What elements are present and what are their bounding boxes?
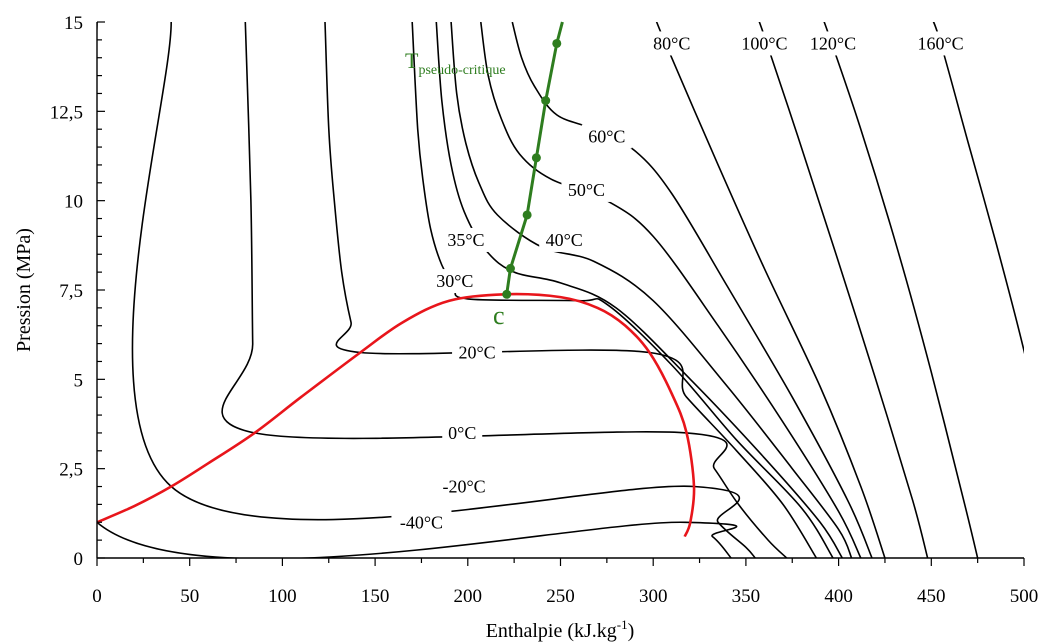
isotherm-label: -20°C	[442, 477, 485, 497]
x-tick-label: 350	[732, 586, 761, 607]
pseudo-critical-point-1	[505, 264, 515, 274]
x-tick-label: 300	[639, 586, 668, 607]
isotherm-160c-line	[932, 22, 1024, 355]
isotherm-minus40c-line	[97, 22, 738, 558]
isotherm-label: 60°C	[588, 126, 625, 146]
isotherm-label: 30°C	[436, 271, 473, 291]
y-axis-title: Pression (MPa)	[13, 228, 35, 352]
pseudo-critical-group	[502, 21, 564, 299]
y-tick-label: 2,5	[59, 460, 83, 481]
pseudo-critical-point-3	[531, 153, 541, 163]
isotherm-35c-line	[435, 22, 843, 558]
x-tick-label: 50	[180, 586, 199, 607]
isotherm-label-bg	[452, 340, 503, 365]
saturation-curve	[97, 292, 696, 538]
isotherm-label: 20°C	[458, 343, 495, 363]
x-tick-label: 450	[917, 586, 946, 607]
pseudo-critical-point-4	[541, 96, 551, 106]
isotherm-label: 80°C	[653, 33, 690, 53]
critical-point-label: c	[493, 301, 505, 330]
x-tick-label: 0	[92, 586, 102, 607]
x-tick-label: 150	[361, 586, 390, 607]
y-tick-label: 7,5	[59, 281, 83, 302]
pseudo-critical-point-5	[552, 38, 562, 48]
isotherm-60c-line	[511, 22, 873, 558]
isotherm-20c-line	[324, 22, 818, 558]
isotherm-label: 50°C	[568, 180, 605, 200]
x-axis-title: Enthalpie (kJ.kg-1)	[486, 617, 635, 642]
x-tick-label: 500	[1010, 586, 1039, 607]
y-tick-label: 5	[74, 370, 84, 391]
isotherm-label-bg	[442, 420, 483, 445]
isotherm-label-bg	[803, 31, 864, 56]
isotherm-40c-line	[450, 22, 853, 558]
isotherm-label-bg	[734, 31, 795, 56]
y-tick-label: 12,5	[50, 102, 83, 123]
isotherm-label-bg	[646, 31, 697, 56]
isotherm-label-bg	[440, 227, 491, 252]
isotherm-label-bg	[539, 227, 590, 252]
isotherm-30c-line	[411, 22, 834, 558]
isotherm-label-bg	[910, 31, 971, 56]
pseudo-critical-point-2	[522, 210, 532, 220]
y-tick-label: 0	[74, 549, 84, 570]
saturation-dome	[97, 292, 696, 538]
isotherm-0c-line	[221, 22, 788, 558]
isotherm-labels: -40°C -20°C 0°C 20°C 30°C 35°C 40°C 50°C 60°C 80°…	[391, 31, 971, 535]
x-tick-label: 200	[454, 586, 483, 607]
x-tick-label: 250	[546, 586, 575, 607]
isotherm-label: 0°C	[448, 423, 476, 443]
isotherm-label: 40°C	[546, 230, 583, 250]
isotherm-label: 100°C	[741, 33, 787, 53]
y-tick-label: 10	[64, 192, 83, 213]
isotherm-label-bg	[581, 124, 632, 149]
isotherm-label: -40°C	[400, 512, 443, 532]
isotherm-label: 35°C	[447, 230, 484, 250]
isotherm-label-bg	[429, 269, 480, 294]
pseudo-critical-point-0	[502, 289, 512, 299]
isotherm-minus20c-line	[131, 22, 756, 558]
isotherm-label: 160°C	[917, 33, 963, 53]
isotherm-label: 120°C	[810, 33, 856, 53]
isotherm-80c-line	[655, 22, 886, 558]
y-tick-label: 15	[64, 13, 83, 34]
isotherm-50c-line	[480, 22, 862, 558]
isotherm-label-bg	[391, 510, 452, 535]
isotherm-label-bg	[434, 474, 495, 499]
isotherm-label-bg	[561, 177, 612, 202]
pseudo-critical-label: Tpseudo-critique	[405, 48, 506, 78]
axes	[96, 21, 1025, 566]
tick-labels: 0 50 100 150 200 250 300 350 400 450 500 0 2,5 5 7,5 10…	[50, 13, 1039, 607]
x-tick-label: 100	[268, 586, 297, 607]
x-tick-label: 400	[824, 586, 853, 607]
